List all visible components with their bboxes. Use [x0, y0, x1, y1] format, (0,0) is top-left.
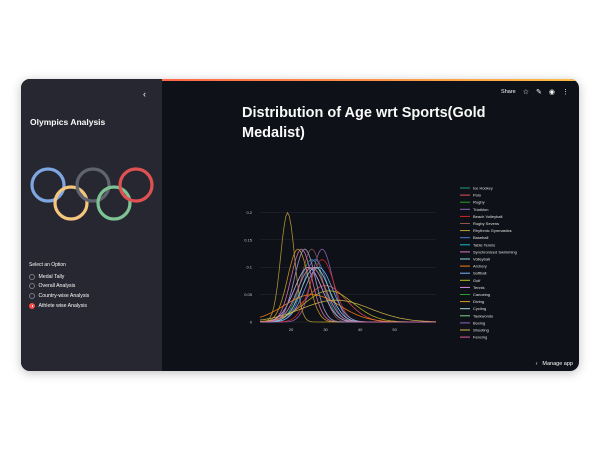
- radio-circle-icon: [29, 283, 35, 290]
- star-icon[interactable]: ☆: [522, 89, 530, 96]
- radio-option-label: Athlete wise Analysis: [38, 302, 87, 309]
- share-button[interactable]: Share: [501, 89, 516, 95]
- app-window: ‹ Olympics Analysis Select an Option Med…: [21, 79, 579, 371]
- series-line: [259, 248, 436, 323]
- age-distribution-chart: 0 0.05 0.1 0.15 0.2 20 30 40 50 Ice Hockey Polo Rug…: [244, 186, 517, 340]
- legend-entry: Triathlon: [473, 207, 488, 212]
- legend-entry: Boxing: [473, 320, 485, 325]
- edit-icon[interactable]: ✎: [536, 89, 542, 96]
- y-tick-label: 0: [250, 320, 253, 325]
- ring-green: [96, 185, 132, 221]
- x-tick-label: 40: [358, 327, 363, 332]
- series-line: [260, 248, 436, 323]
- y-tick-label: 0.15: [244, 237, 253, 242]
- x-tick-label: 30: [323, 327, 328, 332]
- radio-option-label: Medal Tally: [38, 273, 65, 280]
- legend-entry: Fencing: [473, 335, 487, 340]
- manage-app-label: Manage app: [542, 361, 573, 367]
- series-line: [259, 299, 437, 323]
- radio-group-label: Select an Option: [29, 262, 66, 268]
- radio-circle-icon: [29, 273, 35, 280]
- legend-entry: Tennis: [473, 285, 485, 290]
- radio-circle-icon: [29, 302, 35, 309]
- legend-entry: Rugby: [473, 200, 485, 205]
- radio-option-label: Country-wise Analysis: [38, 292, 90, 299]
- radio-group: Medal Tally Overall Analysis Country-wise …: [29, 272, 89, 310]
- legend-entry: Baseball: [473, 235, 488, 240]
- radio-option[interactable]: Overall Analysis: [29, 282, 89, 292]
- legend-entry: Cycling: [473, 306, 486, 311]
- page-title: Distribution of Age wrt Sports(Gold Meda…: [242, 105, 486, 141]
- radio-option[interactable]: Country-wise Analysis: [29, 291, 89, 301]
- chevron-left-icon: ‹: [535, 361, 538, 367]
- y-tick-label: 0.1: [246, 265, 252, 270]
- ring-red: [118, 167, 154, 203]
- radio-option[interactable]: Athlete wise Analysis: [29, 301, 89, 311]
- y-tick-label: 0.05: [244, 292, 253, 297]
- legend-entry: Canoeing: [473, 292, 490, 297]
- x-tick-label: 50: [392, 327, 397, 332]
- series-line: [260, 248, 436, 323]
- manage-app-button[interactable]: ‹ Manage app: [536, 361, 573, 367]
- top-decoration: [21, 79, 579, 81]
- legend-entry: Taekwondo: [473, 313, 494, 318]
- github-icon[interactable]: ◉: [548, 89, 555, 96]
- radio-option-label: Overall Analysis: [38, 283, 76, 290]
- legend-entry: Ice Hockey: [473, 186, 493, 191]
- x-tick-label: 20: [289, 327, 294, 332]
- ring-blue: [30, 167, 66, 203]
- radio-circle-icon: [29, 292, 35, 299]
- legend-entry: Softball: [473, 271, 486, 276]
- series-line: [260, 259, 436, 323]
- legend-entry: Archery: [473, 264, 487, 269]
- legend-entry: Polo: [473, 193, 482, 198]
- toolbar: Share ☆ ✎ ◉ ⋮: [501, 88, 569, 96]
- series-line: [260, 248, 436, 323]
- ring-black: [75, 167, 111, 203]
- more-icon[interactable]: ⋮: [562, 89, 569, 96]
- sidebar: ‹ Olympics Analysis Select an Option Med…: [21, 79, 162, 371]
- legend-entry: Synchronized Swimming: [473, 249, 517, 254]
- legend-entry: Beach Volleyball: [473, 214, 502, 219]
- legend-entry: Table Tennis: [473, 242, 495, 247]
- legend-entry: Volleyball: [473, 257, 490, 262]
- series-line: [260, 259, 436, 323]
- legend-entry: Diving: [473, 299, 484, 304]
- series-line: [260, 248, 436, 323]
- series-line: [259, 266, 436, 323]
- collapse-sidebar-icon[interactable]: ‹: [143, 89, 146, 99]
- legend-entry: Rugby Sevens: [473, 221, 499, 226]
- series-line: [260, 248, 436, 323]
- legend-entry: Rhythmic Gymnastics: [473, 228, 512, 233]
- series-line: [260, 259, 436, 323]
- radio-option[interactable]: Medal Tally: [29, 272, 89, 282]
- legend-entry: Golf: [473, 278, 481, 283]
- olympic-rings-image: [30, 167, 154, 221]
- sidebar-title: Olympics Analysis: [30, 117, 106, 127]
- y-tick-label: 0.2: [246, 210, 252, 215]
- legend-entry: Shooting: [473, 328, 489, 333]
- series-line: [260, 248, 436, 323]
- ring-yellow: [53, 185, 89, 221]
